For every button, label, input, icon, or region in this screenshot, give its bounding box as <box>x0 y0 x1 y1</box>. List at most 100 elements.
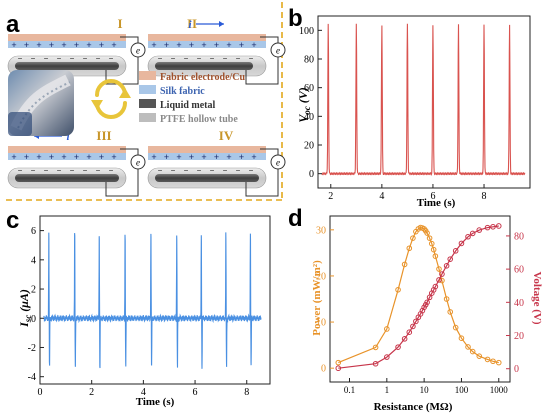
x-tick-label: 10 <box>420 385 430 395</box>
point-voltage <box>436 277 442 283</box>
point-power <box>424 230 430 236</box>
y-left-tick-label: 10 <box>316 318 326 329</box>
charge-plus: + <box>164 152 169 162</box>
charge-minus: − <box>109 54 114 63</box>
charge-plus: + <box>49 152 54 162</box>
charge-minus: − <box>57 54 62 63</box>
ammeter-symbol: e <box>136 158 140 168</box>
charge-plus: + <box>201 40 206 50</box>
chart-c: 0 2 4 6 8 -4 -2 0 2 4 6 Time (s) Isc (μA) <box>17 215 271 408</box>
point-voltage <box>335 365 342 372</box>
legend-label-ptfe: PTFE hollow tube <box>160 114 238 125</box>
point-power <box>428 240 435 247</box>
circuit-wire <box>120 148 139 155</box>
cycle-arrows-icon <box>91 79 131 119</box>
charge-plus: + <box>99 40 104 50</box>
circuit-wire <box>245 57 279 85</box>
point-power <box>490 358 496 365</box>
x-tick-label: 1 <box>385 385 390 395</box>
charge-minus: − <box>70 166 75 175</box>
y-tick-label: 2 <box>31 285 36 296</box>
chart-d-xlabel: Resistance (MΩ) <box>374 401 453 413</box>
point-power <box>430 246 437 253</box>
x-tick-label: 2 <box>328 191 333 202</box>
charge-plus: + <box>176 152 181 162</box>
charge-minus: − <box>223 54 228 63</box>
point-voltage <box>395 344 401 350</box>
charge-minus: − <box>57 166 62 175</box>
point-voltage <box>452 248 459 254</box>
point-power <box>401 261 408 268</box>
legend-swatch-fabric <box>139 71 156 80</box>
point-power <box>426 235 433 241</box>
point-power <box>476 353 483 359</box>
ammeter-icon <box>130 154 146 170</box>
x-tick-label: 100 <box>455 385 469 395</box>
point-voltage <box>465 233 471 240</box>
point-power <box>335 359 342 366</box>
charge-minus: − <box>44 54 49 63</box>
circuit-wire <box>245 169 279 197</box>
point-power <box>432 253 439 259</box>
y-left-tick-label: 0 <box>321 364 326 375</box>
charge-plus: + <box>74 40 79 50</box>
fabric-photo <box>8 70 74 136</box>
circuit-wire <box>260 148 279 155</box>
chart-c-axes <box>39 215 271 385</box>
legend-swatch-ptfe <box>139 113 156 122</box>
x-tick-label: 4 <box>379 191 384 202</box>
point-power <box>495 359 502 366</box>
point-voltage <box>426 294 433 301</box>
charge-plus: + <box>214 40 219 50</box>
chart-d: 0.1 1 10 100 1000 0 10 20 30 0 20 40 60 80 Resistance… <box>311 215 543 413</box>
chart-c-tick-labels: 0 2 4 6 8 -4 -2 0 2 4 6 <box>28 226 250 398</box>
circuit-wire <box>260 36 279 43</box>
chart-c-xlabel: Time (s) <box>136 396 175 408</box>
point-power <box>395 286 401 293</box>
charge-minus: − <box>197 166 202 175</box>
charge-plus: + <box>251 40 256 50</box>
silk-fabric-layer <box>8 153 126 160</box>
charge-plus: + <box>201 152 206 162</box>
charge-plus: + <box>164 40 169 50</box>
ammeter-icon <box>270 154 286 170</box>
point-power <box>469 348 476 355</box>
charge-plus: + <box>151 152 156 162</box>
point-voltage <box>458 240 465 247</box>
charge-plus: + <box>151 40 156 50</box>
stage-label: III <box>96 128 111 143</box>
charge-minus: − <box>210 54 215 63</box>
point-power <box>458 335 465 341</box>
chart-c-ylabel: Isc (μA) <box>17 289 33 328</box>
charge-plus: + <box>24 152 29 162</box>
charge-plus: + <box>189 40 194 50</box>
charge-minus: − <box>158 166 163 175</box>
point-voltage <box>424 299 430 306</box>
y-tick-label: 0 <box>309 169 314 180</box>
current-arrowhead-icon <box>219 21 224 27</box>
liquid-metal-core <box>15 62 119 70</box>
point-voltage <box>484 224 491 231</box>
charge-plus: + <box>239 40 244 50</box>
charge-minus: − <box>236 166 241 175</box>
charge-minus: − <box>236 54 241 63</box>
x-tick-label: 6 <box>430 191 435 202</box>
point-voltage <box>476 227 483 233</box>
charge-plus: + <box>36 152 41 162</box>
point-voltage <box>413 318 419 325</box>
ammeter-icon <box>130 42 146 58</box>
plot-frame <box>317 15 531 189</box>
charge-minus: − <box>96 166 101 175</box>
point-power <box>372 344 379 351</box>
silk-fabric-layer <box>148 41 266 48</box>
point-voltage <box>384 354 390 360</box>
chart-d-series <box>335 223 502 372</box>
charge-minus: − <box>44 166 49 175</box>
y-tick-label: 40 <box>304 112 314 123</box>
chart-d-ylabel-right: Voltage (V) <box>531 271 543 324</box>
fabric-electrode-layer <box>8 34 126 41</box>
ammeter-symbol: e <box>136 46 140 56</box>
silk-fabric-layer <box>8 41 126 48</box>
